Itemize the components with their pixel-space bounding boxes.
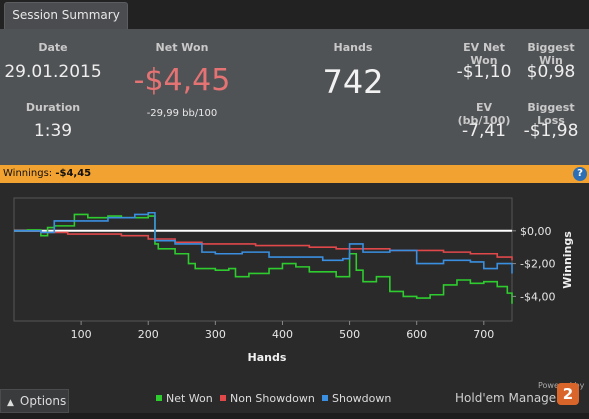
duration-value: 1:39: [33, 121, 73, 141]
y-tick-label: -$2,00: [520, 258, 555, 271]
chevron-up-icon: ▲: [7, 398, 14, 408]
winnings-bar: Winnings: -$4,45 ?: [0, 165, 589, 183]
tab-bar: Session Summary: [0, 0, 589, 29]
ev-bb-label: EV (bb/100): [457, 101, 511, 127]
question-icon[interactable]: ?: [573, 167, 587, 181]
x-tick-label: 300: [205, 328, 226, 341]
winnings-value: -$4,45: [55, 168, 92, 179]
hands-label: Hands: [333, 41, 373, 54]
options-button[interactable]: ▲ Options: [0, 389, 69, 413]
biggest-loss-label: Biggest Loss: [527, 101, 575, 127]
legend-item-showdown: Showdown: [322, 392, 391, 405]
plot-area: [13, 197, 513, 322]
legend-label-showdown: Showdown: [332, 392, 392, 405]
stats-panel: Date 29.01.2015 Duration 1:39 Net Won -$…: [0, 29, 589, 165]
net-won-swatch: [156, 395, 162, 401]
showdown-swatch: [322, 395, 328, 401]
brand-name: Hold'em Manager: [455, 391, 562, 405]
ev-bb-value: -7,41: [462, 121, 506, 141]
ev-net-won-label: EV Net Won: [463, 41, 505, 67]
bottom-strip: [0, 413, 589, 419]
x-tick-label: 500: [339, 328, 360, 341]
ev-net-won-value: -$1,10: [456, 62, 512, 82]
hands-value: 742: [322, 63, 384, 101]
series-line-net-won: [14, 213, 513, 304]
legend-label-non-showdown: Non Showdown: [230, 392, 315, 405]
x-tick-label: 700: [473, 328, 494, 341]
date-label: Date: [38, 41, 68, 54]
tab-session-summary[interactable]: Session Summary: [4, 2, 128, 29]
net-won-value: -$4,45: [133, 63, 231, 98]
winnings-label: Winnings:: [3, 168, 53, 179]
date-value: 29.01.2015: [4, 62, 102, 82]
x-tick-label: 100: [71, 328, 92, 341]
legend-item-non-showdown: Non Showdown: [220, 392, 315, 405]
y-axis-label: Winnings: [561, 231, 574, 289]
x-tick-label: 200: [138, 328, 159, 341]
net-won-bb: -29,99 bb/100: [146, 108, 218, 119]
duration-label: Duration: [25, 101, 81, 114]
x-tick-label: 600: [406, 328, 427, 341]
biggest-win-value: $0,98: [526, 62, 576, 82]
winnings-chart: 100 200 300 400 500 600 700 $0,00 -$2,00 -$4,00 Ha…: [0, 183, 589, 419]
y-tick-label: -$4,00: [520, 290, 555, 303]
legend-item-net-won: Net Won: [156, 392, 213, 405]
x-axis-label: Hands: [248, 351, 287, 364]
series-line-non-showdown: [14, 230, 513, 261]
net-won-label: Net Won: [155, 41, 209, 54]
series-line-showdown: [14, 211, 513, 274]
non-showdown-swatch: [220, 395, 226, 401]
biggest-loss-value: -$1,98: [523, 121, 579, 141]
biggest-win-label: Biggest Win: [527, 41, 575, 67]
legend-label-net-won: Net Won: [166, 392, 213, 405]
x-tick-label: 400: [272, 328, 293, 341]
chart-svg: 100 200 300 400 500 600 700 $0,00 -$2,00 -$4,00 Ha…: [13, 197, 574, 364]
brand-logo: 2: [557, 383, 579, 405]
y-tick-label: $0,00: [520, 225, 552, 238]
options-label: Options: [19, 394, 67, 408]
